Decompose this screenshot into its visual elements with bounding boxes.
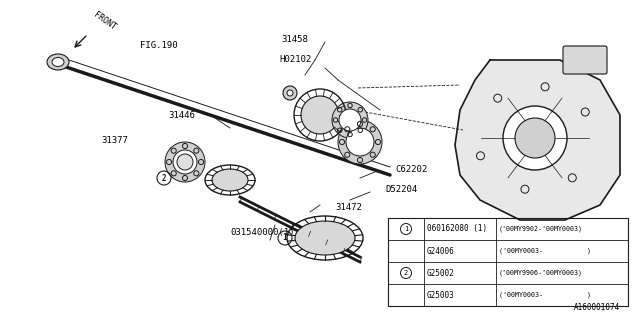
Text: G24006: G24006 [427, 246, 455, 255]
Ellipse shape [295, 221, 355, 255]
FancyBboxPatch shape [563, 46, 607, 74]
Circle shape [283, 86, 297, 100]
Circle shape [339, 109, 361, 131]
Text: 2: 2 [162, 173, 166, 182]
Text: ('00MY0003-           ): ('00MY0003- ) [499, 292, 591, 298]
Circle shape [332, 102, 368, 138]
Text: 1: 1 [283, 234, 287, 243]
Text: 2: 2 [404, 270, 408, 276]
Text: C62202: C62202 [395, 165, 428, 174]
Text: ('00MY9902-'00MY0003): ('00MY9902-'00MY0003) [499, 226, 583, 232]
Text: FIG.190: FIG.190 [140, 41, 178, 50]
Text: A160001074: A160001074 [573, 303, 620, 312]
Ellipse shape [47, 54, 69, 70]
Text: 1: 1 [404, 226, 408, 232]
Text: 060162080 (1): 060162080 (1) [427, 225, 487, 234]
Circle shape [301, 96, 339, 134]
Text: G25002: G25002 [427, 268, 455, 277]
Circle shape [503, 106, 567, 170]
Circle shape [173, 150, 197, 174]
Circle shape [338, 120, 382, 164]
Text: 31472: 31472 [335, 203, 362, 212]
Circle shape [515, 118, 555, 158]
Text: ('00MY0003-           ): ('00MY0003- ) [499, 248, 591, 254]
Text: 031540000(1): 031540000(1) [231, 228, 295, 237]
Circle shape [177, 154, 193, 170]
Ellipse shape [212, 169, 248, 191]
Text: H02102: H02102 [279, 55, 311, 64]
Ellipse shape [52, 58, 64, 67]
Bar [388, 218, 628, 306]
Circle shape [346, 128, 374, 156]
Text: 31377: 31377 [101, 136, 128, 145]
Text: 31446: 31446 [168, 111, 195, 120]
Text: ('00MY9906-'00MY0003): ('00MY9906-'00MY0003) [499, 270, 583, 276]
Text: G25003: G25003 [427, 291, 455, 300]
Text: 31458: 31458 [282, 35, 308, 44]
Circle shape [165, 142, 205, 182]
Text: D52204: D52204 [385, 185, 417, 194]
Text: FRONT: FRONT [92, 10, 118, 32]
Circle shape [287, 90, 293, 96]
Polygon shape [455, 60, 620, 220]
